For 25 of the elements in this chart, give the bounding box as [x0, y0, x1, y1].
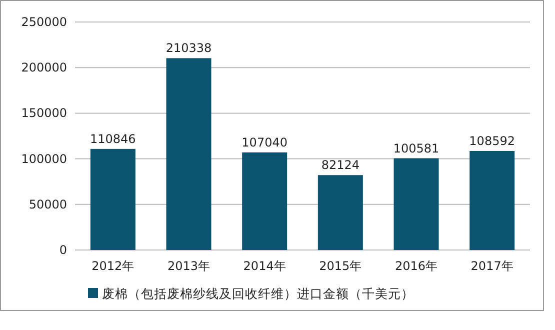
bar [166, 58, 212, 250]
y-tick-label: 150000 [21, 106, 67, 120]
x-tick-label: 2016年 [394, 259, 438, 273]
data-label: 110846 [90, 132, 136, 146]
data-label: 100581 [393, 141, 440, 156]
y-tick-label: 200000 [21, 60, 67, 75]
bar [242, 152, 288, 250]
data-label: 107040 [242, 135, 288, 150]
data-label: 108592 [469, 134, 515, 148]
x-tick-label: 2015年 [319, 259, 362, 273]
y-tick-label: 50000 [28, 197, 67, 212]
data-label: 210338 [166, 41, 212, 56]
x-tick-label: 2012年 [92, 259, 134, 273]
data-label: 82124 [321, 158, 360, 172]
bar [90, 148, 136, 250]
bar [394, 158, 439, 250]
legend-label: 废棉（包括废棉纱线及回收纤维）进口金额（千美元） [102, 286, 414, 301]
x-tick-label: 2013年 [167, 259, 210, 273]
bar [318, 175, 363, 250]
x-tick-label: 2017年 [470, 259, 514, 273]
y-tick-label: 0 [59, 243, 67, 257]
bar [470, 150, 515, 250]
x-tick-label: 2014年 [243, 259, 286, 273]
y-tick-label: 250000 [21, 15, 67, 29]
y-tick-label: 100000 [21, 152, 67, 166]
